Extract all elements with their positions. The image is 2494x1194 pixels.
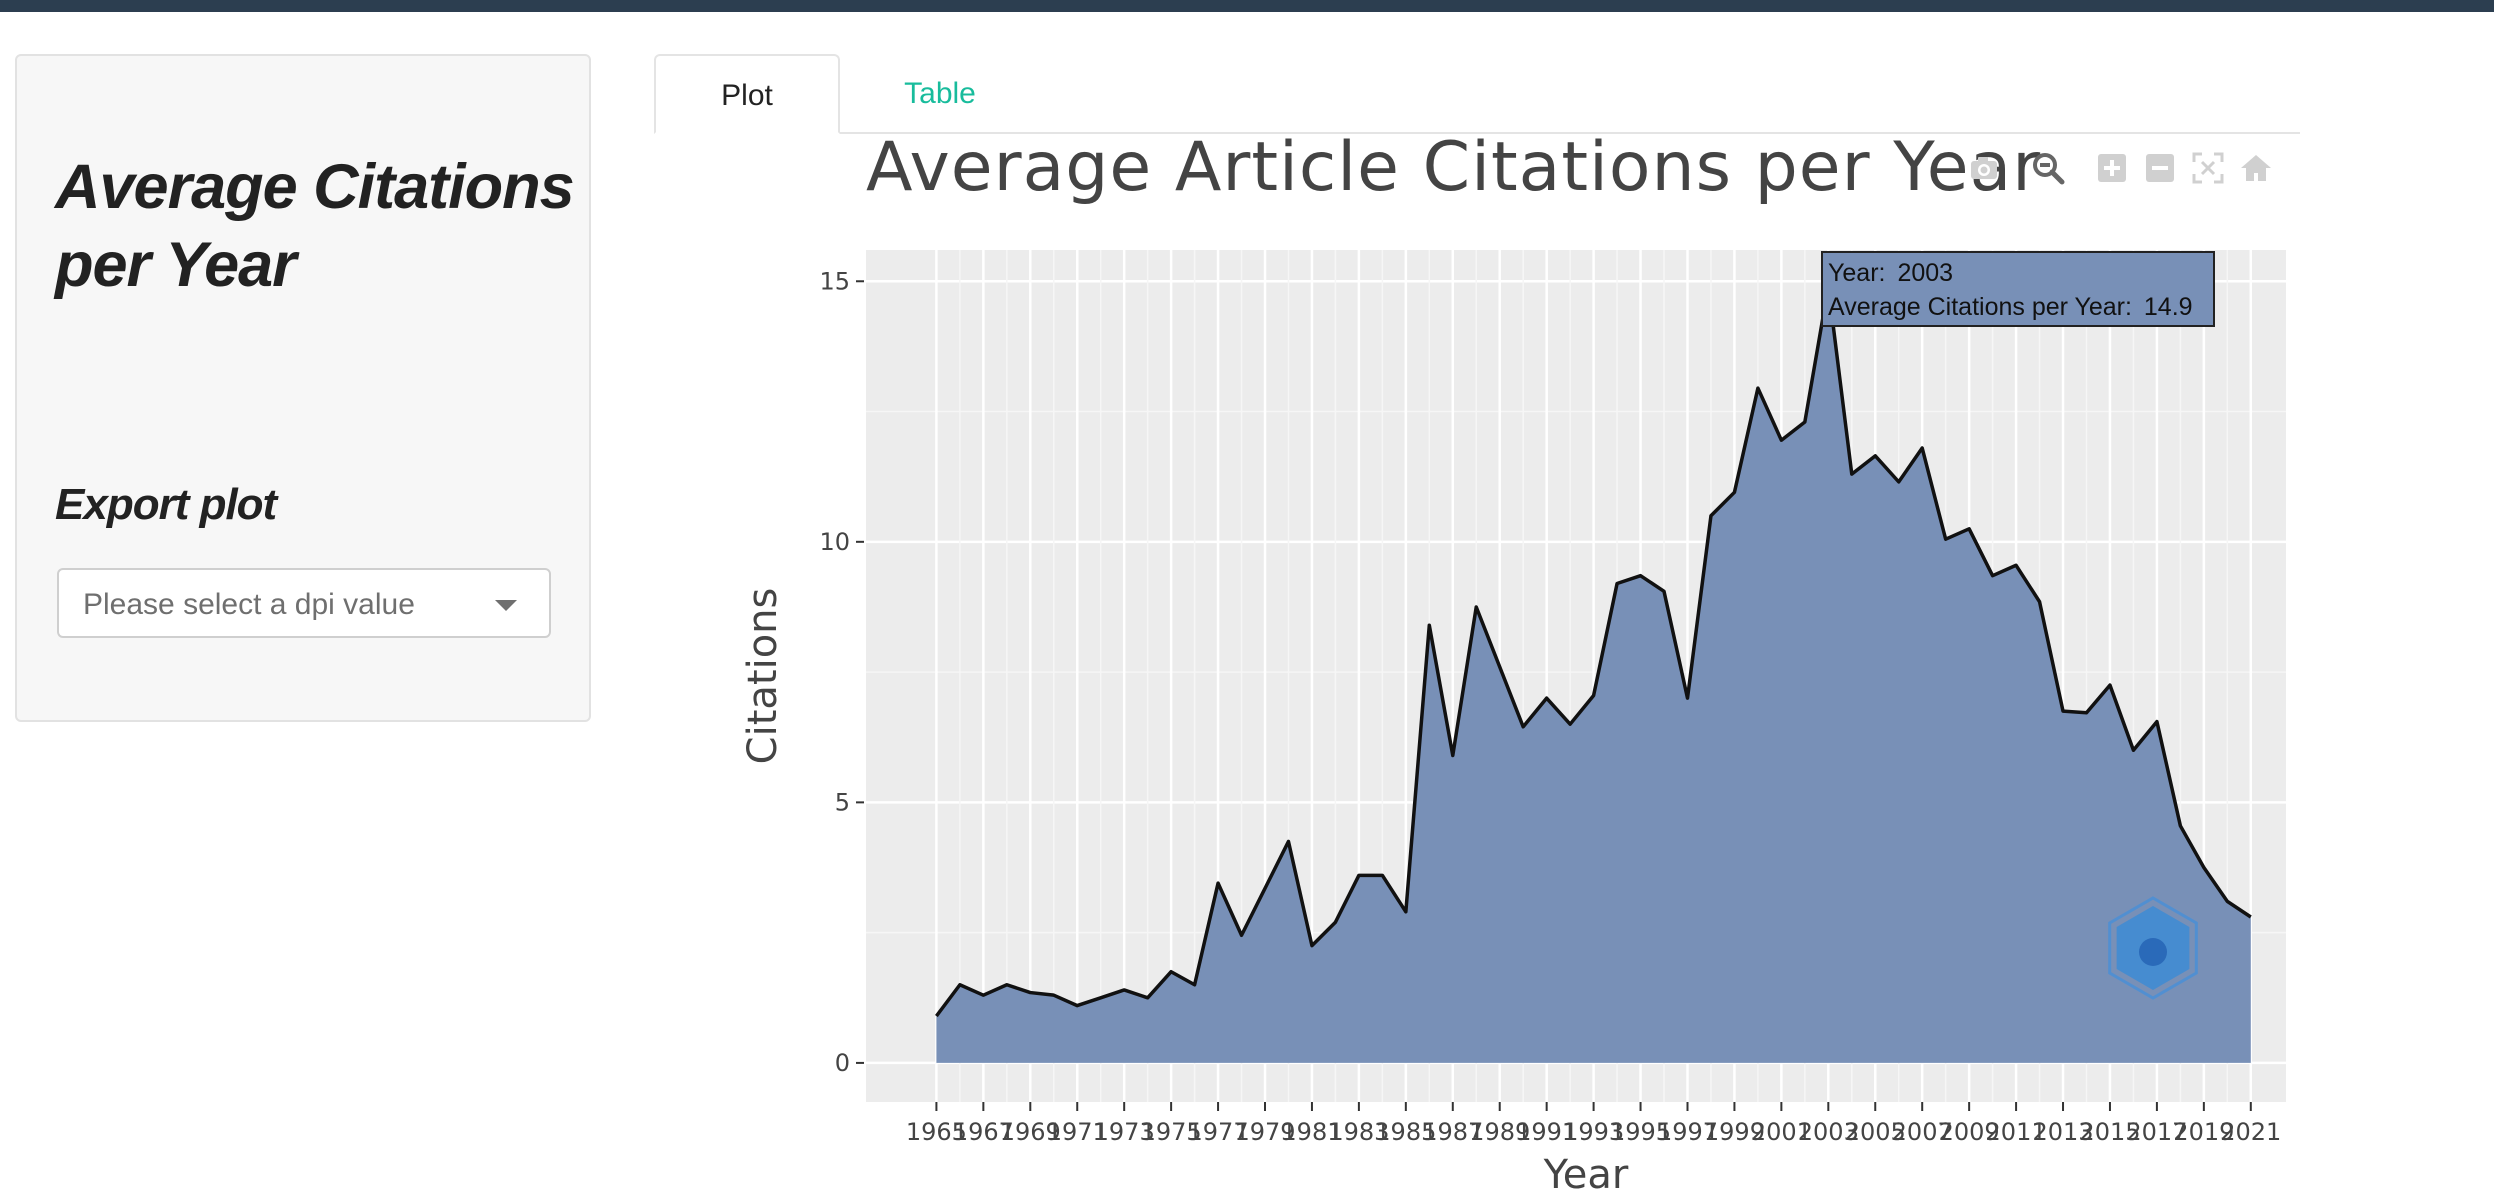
y-tick-label: 15: [819, 267, 850, 295]
x-tick-label: 1969: [1000, 1118, 1061, 1146]
x-tick-label: 1967: [953, 1118, 1014, 1146]
logo-watermark: [2108, 896, 2198, 1000]
dpi-select-placeholder: Please select a dpi value: [83, 588, 415, 621]
zoom-in-icon[interactable]: [2094, 150, 2130, 186]
tooltip-box: [1821, 251, 2215, 327]
tabs-divider: [654, 132, 2300, 134]
y-tick-label: 0: [835, 1049, 850, 1077]
export-plot-heading: Export plot: [55, 480, 277, 529]
x-tick-label: 1965: [906, 1118, 967, 1146]
x-tick-label: 2013: [2032, 1118, 2093, 1146]
x-tick-label: 1993: [1563, 1118, 1624, 1146]
camera-icon[interactable]: [1966, 150, 2002, 186]
x-tick-label: 2005: [1845, 1118, 1906, 1146]
y-tick-label: 10: [819, 528, 850, 556]
chevron-down-icon: [495, 600, 517, 611]
logo-hexagon-outer: [2108, 896, 2198, 1000]
series-area: [936, 286, 2251, 1063]
tooltip-year: Year: 2003: [1828, 259, 1953, 287]
tooltip-value: Average Citations per Year: 14.9: [1828, 293, 2193, 321]
x-tick-label: 1999: [1704, 1118, 1765, 1146]
chart-title: Average Article Citations per Year: [866, 128, 2042, 207]
x-tick-label: 1977: [1188, 1118, 1249, 1146]
x-tick-label: 1981: [1281, 1118, 1342, 1146]
y-axis: 0 5 10 15: [819, 267, 864, 1077]
tooltip-value-label: Average Citations per Year:: [1828, 293, 2132, 321]
tooltip-year-value: 2003: [1897, 259, 1953, 287]
x-tick-label: 2001: [1751, 1118, 1812, 1146]
x-tick-label: 2015: [2079, 1118, 2140, 1146]
tab-plot[interactable]: Plot: [654, 54, 840, 134]
top-navbar: [0, 0, 2494, 12]
x-tick-label: 2007: [1892, 1118, 1953, 1146]
autoscale-icon[interactable]: [2190, 150, 2226, 186]
x-tick-label: 1995: [1610, 1118, 1671, 1146]
x-tick-label: 1975: [1141, 1118, 1202, 1146]
x-tick-label: 1985: [1375, 1118, 1436, 1146]
x-tick-label: 1991: [1516, 1118, 1577, 1146]
home-icon[interactable]: [2238, 150, 2274, 186]
y-tick-label: 5: [835, 788, 850, 816]
x-tick-label: 1973: [1094, 1118, 1155, 1146]
tab-table[interactable]: Table: [904, 77, 976, 110]
logo-emblem: [2139, 938, 2167, 966]
x-tick-label: 1987: [1422, 1118, 1483, 1146]
x-tick-label: 1989: [1469, 1118, 1530, 1146]
x-tick-label: 1983: [1328, 1118, 1389, 1146]
x-tick-label: 1979: [1234, 1118, 1295, 1146]
x-tick-label: 2021: [2220, 1118, 2281, 1146]
series-line: [935, 284, 2252, 1018]
dpi-select[interactable]: Please select a dpi value: [57, 568, 551, 638]
zoom-out-icon[interactable]: [2142, 150, 2178, 186]
sidebar-panel: Average Citations per Year Export plot P…: [15, 54, 591, 722]
x-tick-label: 2019: [2173, 1118, 2234, 1146]
tooltip-year-label: Year:: [1828, 259, 1885, 287]
x-tick-label: 2003: [1798, 1118, 1859, 1146]
x-tick-label: 2009: [1939, 1118, 2000, 1146]
x-tick-label: 2017: [2126, 1118, 2187, 1146]
x-tick-label: 1997: [1657, 1118, 1718, 1146]
hover-tooltip: Year: 2003 Average Citations per Year: 14.…: [1821, 251, 2215, 327]
zoom-icon[interactable]: [2030, 150, 2066, 186]
tooltip-value-number: 14.9: [2144, 293, 2193, 321]
x-axis-label: Year: [1543, 1152, 1629, 1194]
y-axis-label: Citations: [740, 588, 786, 765]
sidebar-title: Average Citations per Year: [55, 152, 575, 300]
x-tick-label: 2011: [1986, 1118, 2047, 1146]
x-tick-label: 1971: [1047, 1118, 1108, 1146]
x-axis: 1965196719691971197319751977197919811983…: [906, 1102, 2281, 1146]
